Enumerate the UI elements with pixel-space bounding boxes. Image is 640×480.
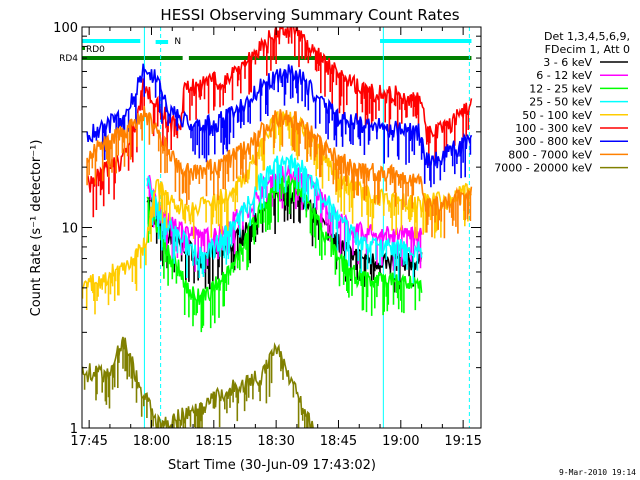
series-layer — [82, 27, 473, 428]
x-tick-label: 19:15 — [444, 434, 481, 449]
series-line-4 — [146, 153, 423, 284]
series-line-6 — [86, 27, 473, 218]
legend: Det 1,3,4,5,6,9, FDecim 1, Att 0 3 - 6 k… — [494, 30, 630, 175]
legend-entry: 12 - 25 keV — [529, 82, 592, 95]
series-line-5 — [82, 111, 472, 315]
x-tick-label: 19:00 — [382, 434, 419, 449]
x-tick-label: 18:30 — [257, 434, 294, 449]
legend-entry: 50 - 100 keV — [522, 109, 592, 122]
generation-timestamp: 9-Mar-2010 19:14 — [559, 468, 636, 477]
y-axis-label: Count Rate (s⁻¹ detector⁻¹) — [29, 140, 44, 317]
legend-entry: 3 - 6 keV — [543, 56, 592, 69]
legend-entry: 800 - 7000 keV — [508, 148, 592, 161]
legend-entry: 7000 - 20000 keV — [494, 162, 592, 175]
legend-entry: 300 - 800 keV — [515, 135, 592, 148]
series-line-8 — [86, 105, 473, 239]
x-axis-label: Start Time (30-Jun-09 17:43:02) — [168, 458, 376, 473]
legend-entry: 25 - 50 keV — [529, 96, 592, 109]
y-tick-label: 100 — [53, 21, 78, 36]
n-marker: N — [174, 37, 181, 47]
rd0-marker — [82, 47, 85, 50]
rd4-label: RD4 — [59, 54, 78, 64]
legend-header-1: Det 1,3,4,5,6,9, — [544, 30, 630, 43]
x-tick-label: 17:45 — [70, 434, 107, 449]
legend-entry: 6 - 12 keV — [536, 69, 592, 82]
legend-header-2: FDecim 1, Att 0 — [545, 43, 630, 56]
series-line-7 — [86, 63, 473, 188]
x-tick-label: 18:45 — [320, 434, 357, 449]
series-line-2 — [146, 163, 423, 273]
y-tick-label: 1 — [70, 422, 78, 437]
rd0-label: RD0 — [86, 45, 105, 55]
axis-ticks: 17:45 18:00 18:15 18:30 18:45 19:00 19:15 1 10 10… — [53, 21, 482, 449]
legend-entry: 100 - 300 keV — [515, 122, 592, 135]
annotation-layer — [82, 27, 472, 428]
chart-title: HESSI Observing Summary Count Rates — [160, 6, 459, 24]
y-tick-label: 10 — [61, 222, 78, 237]
x-tick-label: 18:15 — [195, 434, 232, 449]
x-tick-label: 18:00 — [133, 434, 170, 449]
series-line-9 — [82, 336, 314, 428]
